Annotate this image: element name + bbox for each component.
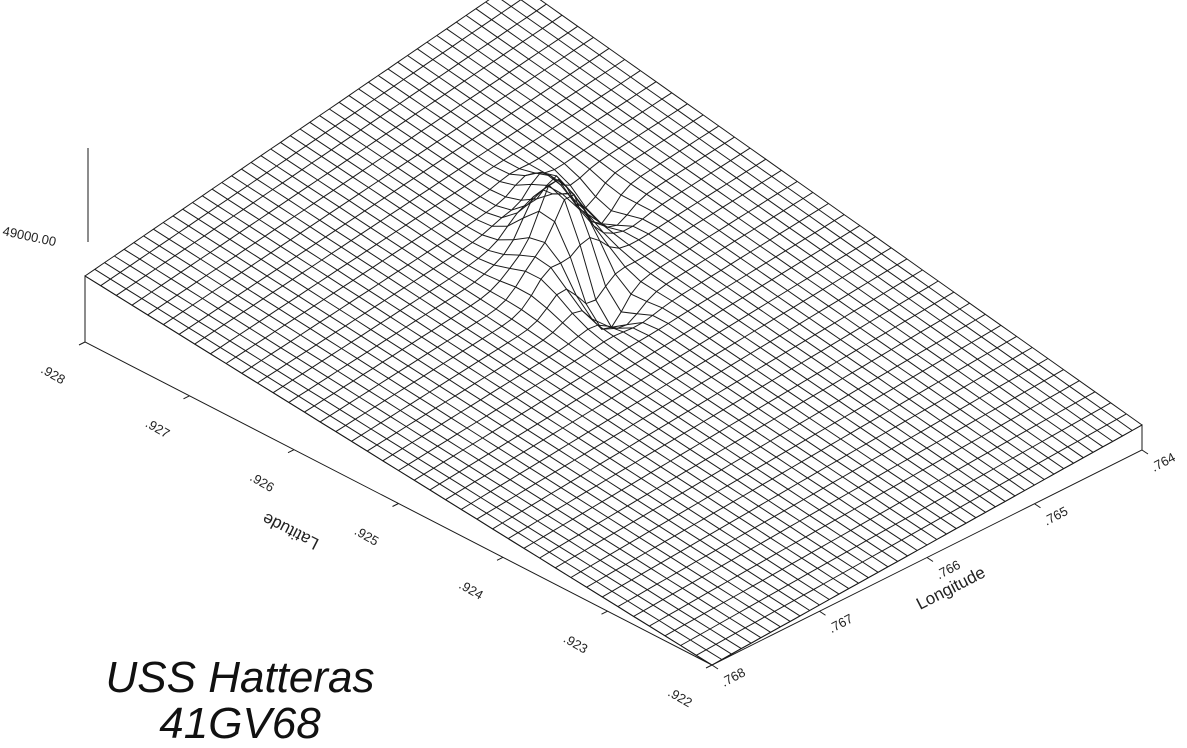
longitude-tick-mark [926,557,934,562]
mesh-line-latitude [664,391,1096,637]
latitude-tick-mark [705,664,713,669]
mesh-line-latitude [319,147,751,423]
longitude-tick-mark [819,610,826,616]
latitude-tick-label: .925 [352,523,381,549]
z-tick-label: 49000.00 [1,223,57,249]
longitude-tick-mark [711,664,719,670]
mesh-line-latitude [335,158,767,433]
mesh-line-latitude [649,380,1080,627]
latitude-tick-mark [183,395,190,400]
mesh-line-latitude [696,413,1127,656]
mesh-line-latitude [586,335,1017,588]
mesh-line-latitude [288,125,720,403]
mesh-line-latitude [178,47,610,335]
longitude-tick-label: .765 [1041,503,1070,528]
mesh-line-latitude [445,236,876,501]
latitude-tick-mark [601,610,608,615]
mesh-line-latitude [257,103,688,384]
mesh-line-latitude [413,214,845,481]
mesh-line-latitude [382,191,814,462]
mesh-line-latitude [460,247,892,510]
mesh-line-latitude [507,280,939,540]
latitude-axis-title: Latitude [259,509,322,553]
latitude-tick-mark [392,503,399,507]
mesh-line-longitude [539,0,1143,426]
mesh-line-latitude [555,313,986,569]
mesh-line-latitude [680,402,1111,646]
mesh-line-latitude [351,169,782,442]
mesh-line-latitude [147,25,578,316]
latitude-tick-mark [78,341,86,346]
longitude-tick-mark [1034,503,1041,509]
mesh-line-latitude [304,136,735,413]
latitude-tick-mark [287,449,295,454]
longitude-tick-label: .768 [718,665,747,690]
mesh-line-latitude [131,14,563,306]
caption-title: USS Hatteras [105,653,375,702]
mesh-line-latitude [194,59,625,345]
mesh-line-latitude [366,180,798,452]
longitude-tick-label: .767 [826,611,855,636]
mesh-line-latitude [633,369,1064,617]
mesh-line-latitude [539,302,970,559]
caption-subtitle: 41GV68 [159,699,321,748]
latitude-tick-label: .924 [457,577,486,603]
mesh-line-latitude [492,269,923,530]
mesh-line-latitude [476,258,908,520]
mesh-line-latitude [398,203,829,471]
latitude-tick-mark [496,556,504,561]
mesh-line-latitude [100,0,522,287]
latitude-tick-label: .926 [248,469,277,495]
latitude-tick-label: .923 [561,631,590,657]
mesh-line-latitude [272,114,704,394]
mesh-line-latitude [116,3,547,296]
mesh-line-latitude [429,225,861,491]
latitude-tick-label: .928 [39,362,68,388]
longitude-tick-mark [1141,449,1149,455]
longitude-tick-label: .764 [1148,450,1177,475]
mesh-line-latitude [570,324,1002,578]
mesh-line-latitude [225,81,657,364]
mesh-line-latitude [163,36,594,326]
latitude-tick-label: .922 [666,685,695,711]
surface-mesh [84,0,1143,666]
mesh-line-latitude [602,347,1033,598]
mesh-line-latitude [210,70,641,355]
mesh-line-latitude [84,0,490,277]
mesh-line-latitude [241,92,673,374]
mesh-line-latitude [711,424,1143,666]
mesh-line-latitude [523,291,955,549]
mesh-line-latitude [617,358,1049,608]
block-walls [84,275,1143,666]
latitude-tick-label: .927 [143,415,172,441]
